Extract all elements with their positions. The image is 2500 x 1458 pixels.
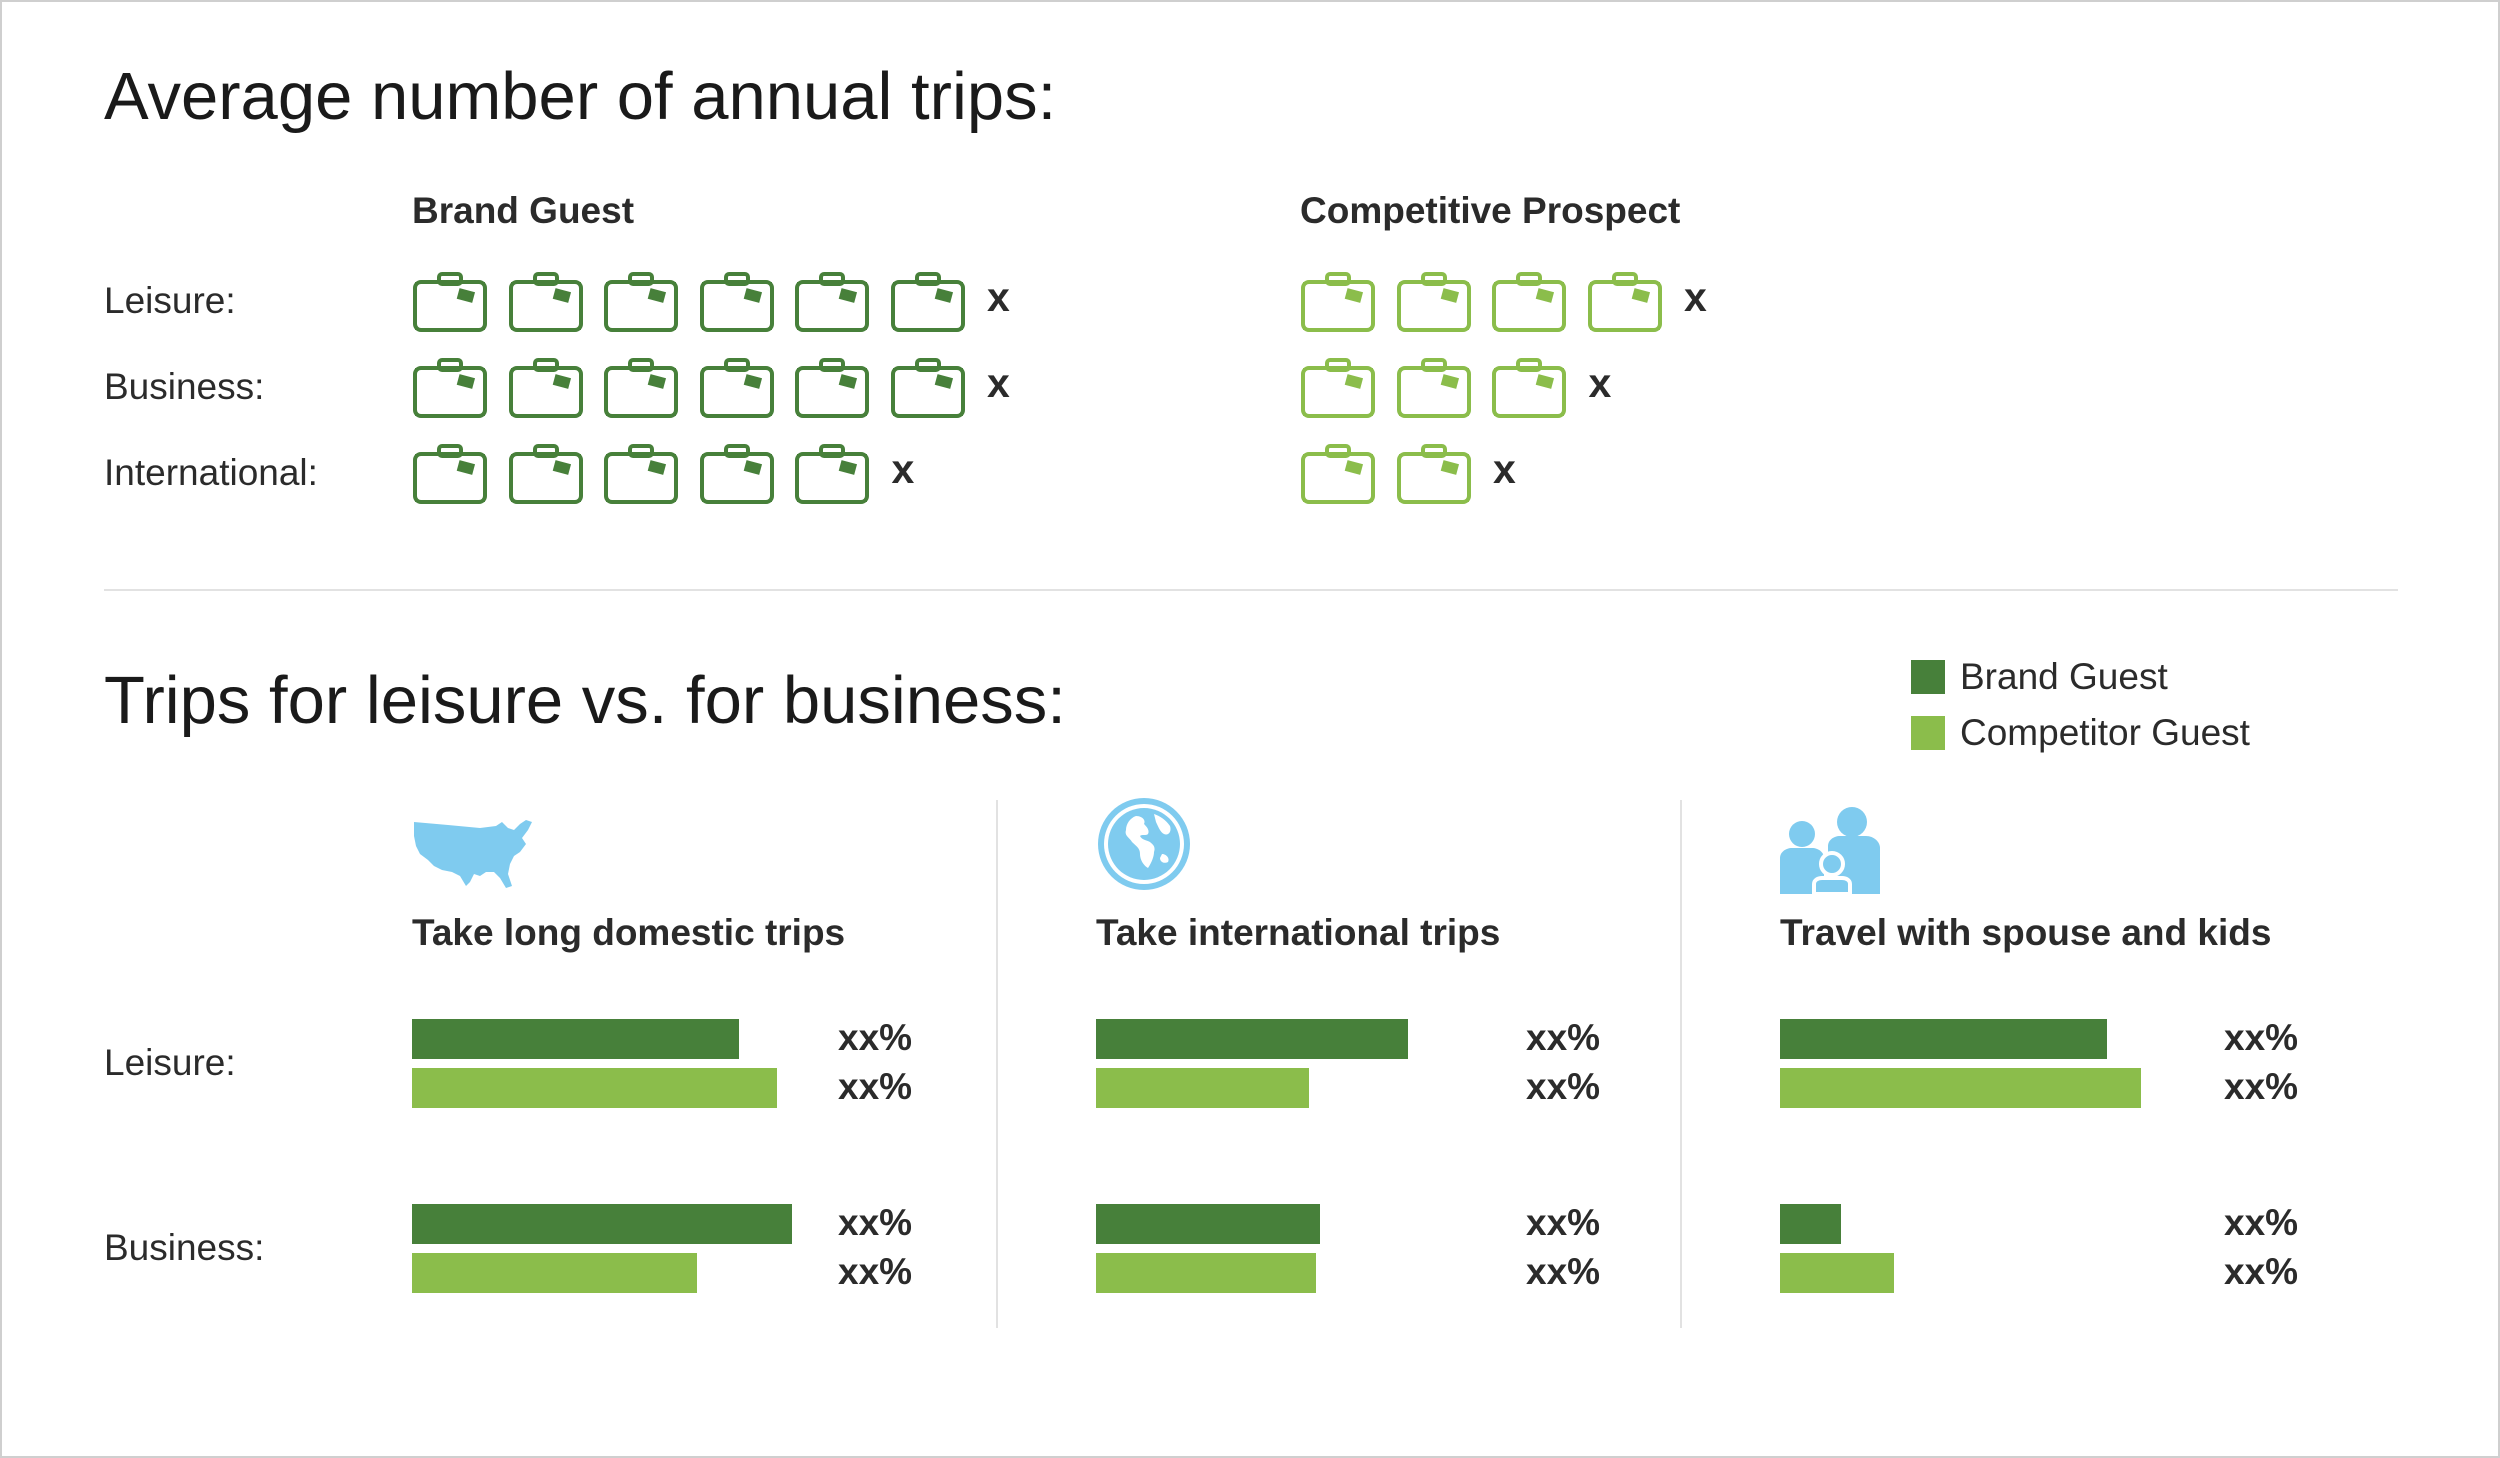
row-label-business: Business: [104, 366, 265, 407]
bar-value-label: xx% [2224, 1017, 2299, 1058]
legend-swatch-competitor [1911, 716, 1945, 750]
legend-label-brand: Brand Guest [1960, 656, 2168, 697]
bar-row-label-business: Business: [104, 1227, 265, 1268]
bar-value-label: xx% [1526, 1202, 1601, 1243]
suitcase-icon [794, 444, 870, 511]
suitcase-icon [603, 272, 679, 339]
suitcase-icon [1396, 444, 1472, 511]
brand-multiplier-mark: x [891, 446, 915, 492]
suitcase-icon [794, 358, 870, 425]
legend-label-competitor: Competitor Guest [1960, 712, 2250, 753]
brand-bar [412, 1019, 739, 1059]
brand-bar [1780, 1204, 1841, 1244]
suitcase-icon [1300, 444, 1376, 511]
bar-value-label: xx% [838, 1017, 913, 1058]
bar-value-label: xx% [2224, 1066, 2299, 1107]
bar-value-label: xx% [838, 1202, 913, 1243]
bar-value-label: xx% [838, 1066, 913, 1107]
panel-title-international: Take international trips [1096, 912, 1501, 953]
globe-icon [1098, 798, 1190, 890]
panel-title-family: Travel with spouse and kids [1780, 912, 2272, 953]
competitor-multiplier-mark: x [1588, 360, 1612, 406]
brand-bar [1096, 1019, 1408, 1059]
suitcase-icon [890, 272, 966, 339]
suitcase-icon [508, 444, 584, 511]
brand-multiplier-mark: x [987, 274, 1010, 320]
competitor-bar [1096, 1068, 1309, 1108]
competitor-bar [412, 1253, 697, 1293]
brand-bar [1096, 1204, 1320, 1244]
suitcase-icon [1396, 358, 1472, 425]
suitcase-icon [699, 358, 775, 425]
brand-bar [412, 1204, 792, 1244]
suitcase-icon [1491, 358, 1567, 425]
suitcase-icon [412, 444, 488, 511]
bar-row-label-leisure: Leisure: [104, 1042, 236, 1083]
column-header-brand: Brand Guest [412, 190, 635, 231]
suitcase-icon [508, 358, 584, 425]
suitcase-icon [699, 444, 775, 511]
competitor-bar [412, 1068, 777, 1108]
competitor-multiplier-mark: x [1493, 446, 1516, 492]
suitcase-icon [699, 272, 775, 339]
suitcase-icon [794, 272, 870, 339]
usa-map-icon [414, 820, 532, 888]
suitcase-icon [1300, 358, 1376, 425]
suitcase-icon [890, 358, 966, 425]
suitcase-icon [412, 272, 488, 339]
suitcase-icon [603, 444, 679, 511]
suitcase-icon [508, 272, 584, 339]
suitcase-icon [1491, 272, 1567, 339]
suitcase-icon [412, 358, 488, 425]
panel-divider-1 [996, 800, 998, 1328]
suitcase-icon [1396, 272, 1472, 339]
bar-value-label: xx% [1526, 1066, 1601, 1107]
section1-title: Average number of annual trips: [104, 59, 1057, 134]
competitor-multiplier-mark: x [1684, 274, 1707, 320]
suitcase-icon [1587, 272, 1663, 339]
bar-value-label: xx% [1526, 1251, 1601, 1292]
suitcase-icon [603, 358, 679, 425]
bar-value-label: xx% [1526, 1017, 1601, 1058]
suitcase-icon [1300, 272, 1376, 339]
legend-swatch-brand [1911, 660, 1945, 694]
competitor-bar [1780, 1253, 1894, 1293]
panel-divider-2 [1680, 800, 1682, 1328]
bar-value-label: xx% [2224, 1251, 2299, 1292]
family-icon [1780, 807, 1880, 894]
section2-title: Trips for leisure vs. for business: [104, 663, 1066, 738]
row-label-leisure: Leisure: [104, 280, 236, 321]
bar-value-label: xx% [838, 1251, 913, 1292]
column-header-competitor: Competitive Prospect [1300, 190, 1681, 231]
bar-value-label: xx% [2224, 1202, 2299, 1243]
competitor-bar [1096, 1253, 1316, 1293]
brand-multiplier-mark: x [987, 360, 1010, 406]
brand-bar [1780, 1019, 2107, 1059]
section-divider [104, 589, 2398, 591]
row-label-international: International: [104, 452, 318, 493]
competitor-bar [1780, 1068, 2141, 1108]
panel-title-domestic: Take long domestic trips [412, 912, 846, 953]
